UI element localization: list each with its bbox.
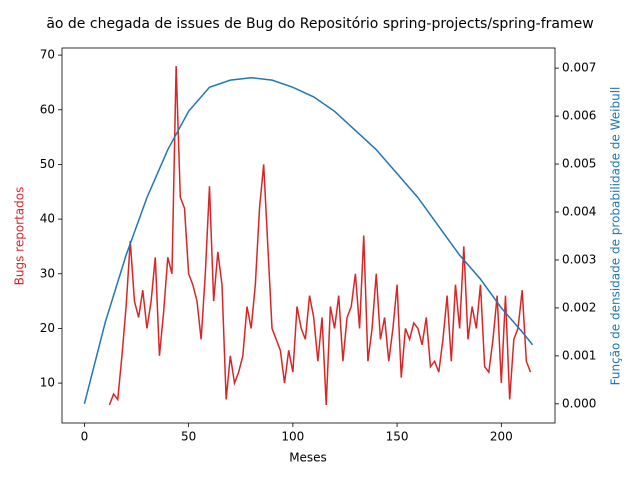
y2-tick-label: 0.005 (562, 157, 596, 171)
chart-title: ão de chegada de issues de Bug do Reposi… (46, 16, 593, 32)
y-tick-label: 20 (40, 321, 55, 335)
y2-tick-label: 0.007 (562, 61, 596, 75)
x-tick-label: 200 (490, 430, 513, 444)
y-tick-label: 40 (40, 212, 55, 226)
y2-tick-label: 0.003 (562, 252, 596, 266)
y2-axis-label: Função de densidade de probabilidade de … (609, 87, 623, 386)
x-tick-label: 50 (181, 430, 196, 444)
y2-tick-label: 0.004 (562, 205, 596, 219)
y2-tick-label: 0.006 (562, 109, 596, 123)
y2-tick-label: 0.002 (562, 300, 596, 314)
y-tick-label: 50 (40, 157, 55, 171)
y-tick-label: 10 (40, 376, 55, 390)
y2-tick-label: 0.000 (562, 396, 596, 410)
y2-tick-label: 0.001 (562, 348, 596, 362)
data-line (108, 66, 532, 406)
plot-frame (61, 47, 556, 424)
data-line (83, 76, 534, 405)
y-tick-label: 60 (40, 102, 55, 116)
y-tick-label: 70 (40, 48, 55, 62)
x-tick-label: 0 (81, 430, 89, 444)
x-tick-label: 100 (281, 430, 304, 444)
x-tick-label: 150 (386, 430, 409, 444)
y-tick-label: 30 (40, 266, 55, 280)
y-axis-label: Bugs reportados (13, 187, 27, 286)
x-axis-label: Meses (289, 451, 327, 465)
